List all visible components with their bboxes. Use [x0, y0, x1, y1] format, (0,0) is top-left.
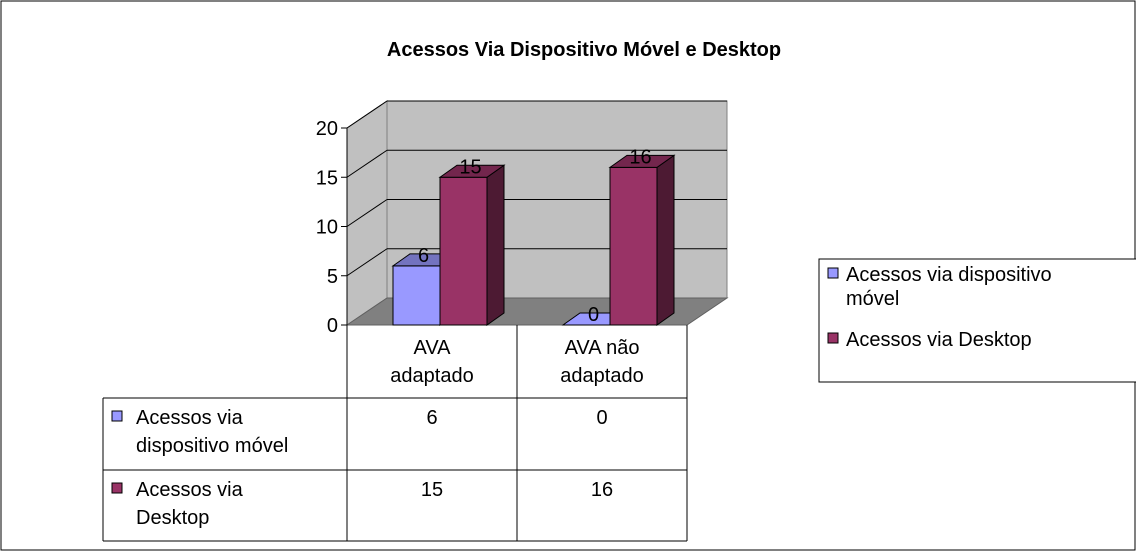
x-category-label: adaptado: [560, 365, 643, 387]
table-series-label: Desktop: [136, 507, 209, 529]
y-tick-label: 10: [316, 217, 338, 239]
bar-side: [656, 154, 675, 326]
bar-data-label: 0: [588, 304, 599, 326]
table-series-swatch: [111, 410, 123, 422]
legend-swatch: [827, 267, 839, 279]
table-series-label: dispositivo móvel: [136, 435, 288, 457]
legend-box: [818, 258, 1136, 383]
legend-label: Acessos via Desktop: [846, 329, 1032, 351]
bar-front: [609, 166, 658, 326]
y-tick-label: 0: [327, 315, 338, 337]
gridline-side: [346, 199, 388, 227]
x-category-label: adaptado: [390, 365, 473, 387]
bar-side: [486, 164, 505, 326]
table-cell: 15: [421, 479, 443, 501]
y-tick-label: 15: [316, 167, 338, 189]
bar-front: [439, 176, 488, 326]
table-cell: 6: [426, 407, 437, 429]
y-tick-label: 5: [327, 266, 338, 288]
gridline-side: [346, 248, 388, 277]
chart-title: Acessos Via Dispositivo Móvel e Desktop: [387, 39, 781, 61]
table-series-label: Acessos via: [136, 407, 244, 429]
table-cell: 0: [596, 407, 607, 429]
bar-data-label: 6: [418, 245, 429, 267]
y-tick-label: 20: [316, 118, 338, 140]
bar-data-label: 16: [629, 146, 651, 168]
bar-data-label: 15: [459, 156, 481, 178]
data-table: AVA adaptado AVA não adaptado Acessos via dis…: [102, 325, 688, 542]
bar-front: [392, 265, 441, 326]
bar-top: [608, 154, 676, 168]
x-category-label: AVA: [413, 337, 451, 359]
legend-label: móvel: [846, 288, 899, 310]
legend-swatch: [827, 332, 839, 344]
legend-label: Acessos via dispositivo: [846, 264, 1052, 286]
table-cell: 16: [591, 479, 613, 501]
table-series-label: Acessos via: [136, 479, 244, 501]
table-series-swatch: [111, 482, 123, 494]
gridline-side: [346, 100, 388, 129]
x-category-label: AVA não: [565, 337, 640, 359]
bar-top: [438, 164, 506, 178]
y-axis: 0 5 10 15 20: [316, 118, 348, 337]
gridline-side: [346, 149, 388, 178]
bars-group: 6 15 0 16: [391, 146, 676, 326]
